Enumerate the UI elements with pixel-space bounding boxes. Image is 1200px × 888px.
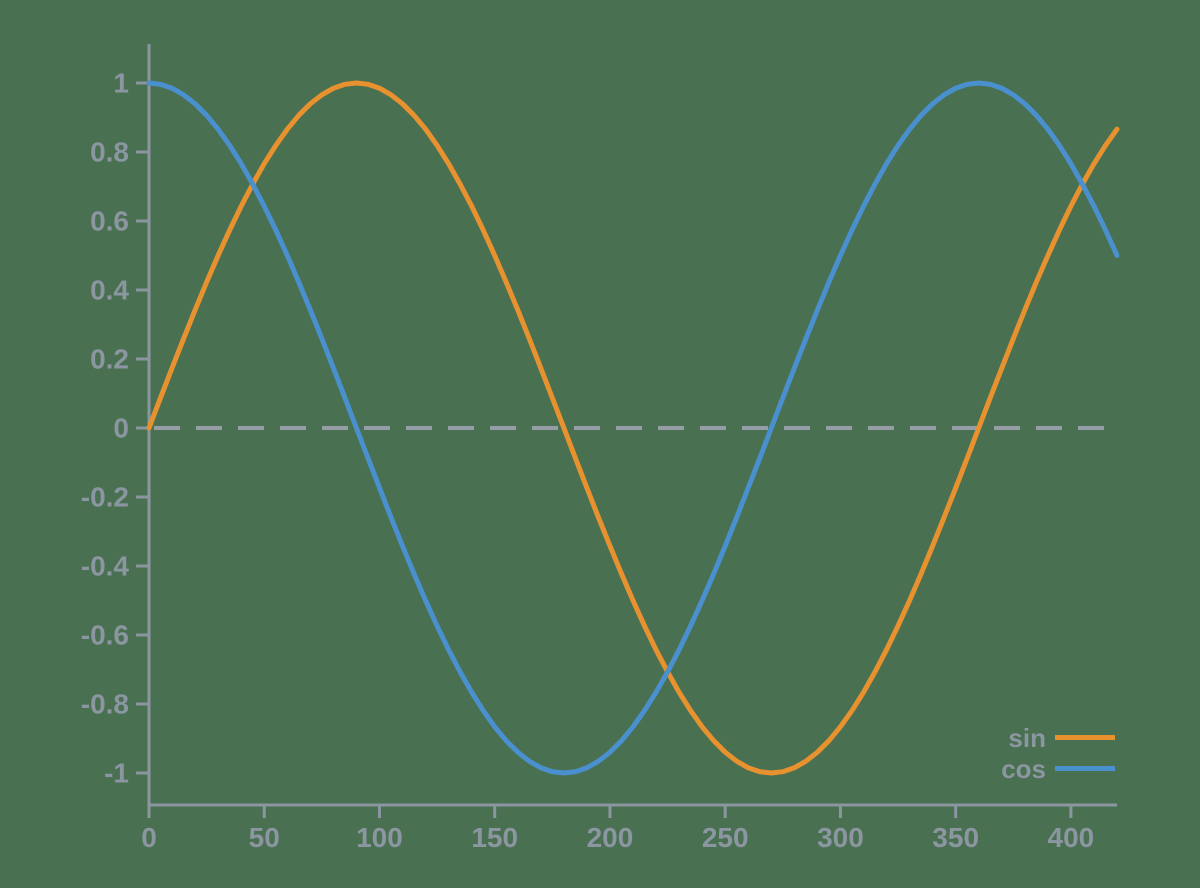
x-tick-label: 250 (702, 822, 749, 853)
y-tick-label: 0.4 (90, 275, 129, 306)
y-tick-label: -1 (104, 758, 129, 789)
legend-swatch-cos (1055, 766, 1115, 771)
y-tick-label: -0.8 (81, 689, 129, 720)
series-cos-curve (146, 80, 1120, 776)
x-tick-label: 150 (471, 822, 518, 853)
y-tick-label: 0 (113, 413, 129, 444)
y-tick-label: 0.6 (90, 206, 129, 237)
legend-item-sin: sin (885, 722, 1115, 753)
x-tick-label: 350 (932, 822, 979, 853)
y-tick-label: -0.6 (81, 620, 129, 651)
x-tick-label: 300 (817, 822, 864, 853)
x-tick-label: 0 (141, 822, 157, 853)
legend-item-cos: cos (885, 753, 1115, 784)
x-tick-label: 50 (249, 822, 280, 853)
x-tick-label: 100 (356, 822, 403, 853)
x-tick-label: 200 (587, 822, 634, 853)
y-tick-label: 0.8 (90, 137, 129, 168)
y-tick-label: -0.4 (81, 551, 130, 582)
y-tick-label: -0.2 (81, 482, 129, 513)
legend-swatch-sin (1055, 735, 1115, 740)
legend-label-sin: sin (1008, 722, 1046, 753)
y-tick-label: 0.2 (90, 344, 129, 375)
series-sin-curve (146, 80, 1120, 776)
x-tick-label: 400 (1048, 822, 1095, 853)
y-tick-label: 1 (113, 68, 129, 99)
legend-label-cos: cos (1001, 753, 1046, 784)
legend: sin cos (885, 722, 1115, 784)
